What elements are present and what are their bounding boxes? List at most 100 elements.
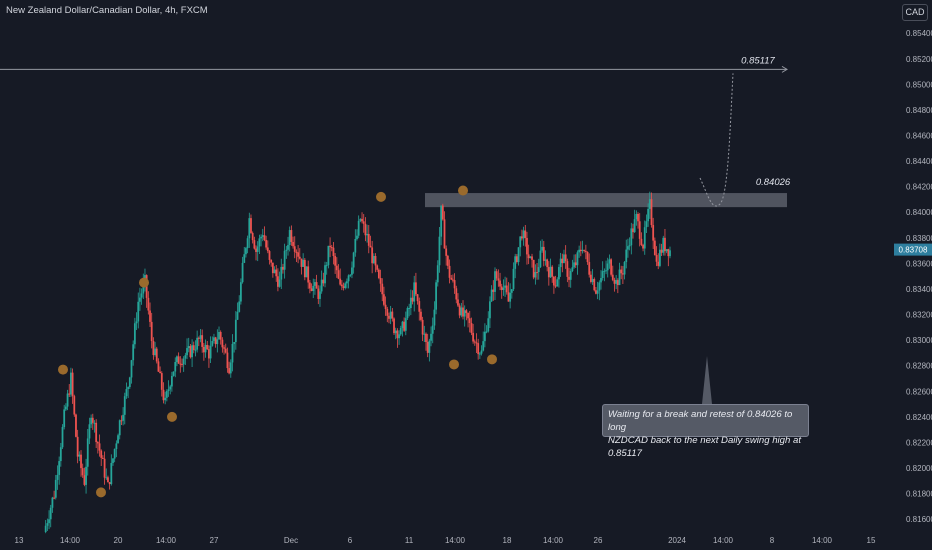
candle-body: [652, 225, 655, 241]
candle-body: [213, 337, 215, 341]
swing-point-marker: [376, 191, 386, 202]
candle-body: [623, 262, 626, 275]
candle-body: [81, 468, 84, 476]
candle-body: [352, 252, 355, 268]
candle-body: [236, 311, 239, 320]
candle-body: [574, 262, 577, 266]
candle-body: [112, 458, 114, 463]
candle-body: [78, 454, 81, 457]
candle-body: [537, 267, 540, 273]
candle-body: [657, 261, 660, 266]
candle-body: [399, 328, 402, 335]
x-tick-label: 27: [210, 536, 219, 545]
candle-body: [246, 238, 249, 249]
candle-body: [371, 247, 374, 264]
candle-body: [322, 279, 325, 284]
candle-body: [356, 235, 358, 239]
candle-body: [58, 461, 61, 475]
candle-body: [71, 372, 74, 397]
currency-button[interactable]: CAD: [902, 4, 928, 21]
candle-body: [507, 292, 510, 302]
candle-body: [170, 375, 173, 387]
candle-body: [564, 254, 567, 262]
candle-body: [660, 249, 663, 253]
candle-body: [665, 249, 668, 252]
candle-body: [354, 238, 357, 253]
candle-body: [480, 350, 483, 354]
candle-body: [118, 420, 121, 436]
candle-body: [431, 325, 434, 334]
current-price-label: 0.83708: [899, 246, 928, 255]
candle-body: [280, 266, 283, 280]
x-tick-label: 18: [503, 536, 512, 545]
candle-body: [509, 292, 512, 302]
candle-body: [219, 331, 222, 340]
candle-body: [630, 228, 633, 246]
candle-body: [638, 221, 641, 239]
candle-body: [349, 274, 352, 276]
candle-body: [277, 276, 279, 287]
candle-body: [586, 251, 589, 263]
candle-body: [113, 449, 116, 459]
candle-body: [44, 525, 47, 532]
resistance-label: 0.84026: [756, 177, 791, 188]
candle-body: [504, 285, 506, 288]
candle-body: [391, 311, 394, 319]
candle-body: [388, 315, 390, 319]
candle-body: [615, 280, 618, 284]
candle-body: [489, 301, 491, 319]
candle-body: [165, 391, 168, 398]
candle-body: [667, 249, 670, 257]
candle-body: [216, 339, 219, 345]
candle-body: [647, 208, 650, 222]
candle-body: [566, 261, 569, 277]
candle-body: [155, 348, 158, 362]
candle-body: [48, 519, 50, 524]
candle-body: [329, 245, 331, 248]
candle-body: [517, 247, 520, 262]
candle-body: [605, 270, 607, 272]
candle-body: [483, 331, 486, 342]
note-line-2: NZDCAD back to the next Daily swing high…: [608, 435, 802, 459]
candle-body: [465, 310, 468, 313]
candle-body: [297, 252, 300, 257]
candle-body: [477, 343, 480, 355]
candle-body: [648, 199, 651, 209]
x-tick-label: 8: [770, 536, 775, 545]
candle-body: [581, 249, 584, 252]
candle-body: [105, 477, 108, 479]
candle-body: [347, 275, 350, 282]
candle-body: [362, 221, 365, 224]
candle-body: [125, 389, 128, 397]
candle-body: [64, 406, 67, 410]
candle-body: [558, 267, 560, 280]
candle-body: [302, 259, 305, 267]
candle-body: [310, 288, 313, 291]
swing-point-marker: [58, 364, 68, 375]
x-tick-label: 14:00: [713, 536, 734, 545]
candle-body: [197, 337, 200, 339]
candle-body: [620, 269, 623, 274]
candle-body: [625, 249, 628, 263]
candle-body: [470, 323, 473, 333]
candle-body: [455, 288, 458, 300]
candle-body: [305, 266, 308, 278]
candle-body: [579, 249, 582, 252]
candle-body: [130, 360, 133, 378]
candle-body: [251, 232, 254, 241]
candle-body: [463, 310, 466, 317]
candle-body: [63, 409, 66, 428]
candle-body: [645, 221, 648, 228]
candle-body: [266, 247, 269, 252]
candle-body: [56, 474, 59, 480]
candle-body: [642, 244, 644, 249]
candle-body: [285, 249, 288, 251]
candle-body: [263, 235, 266, 241]
candle-body: [261, 235, 264, 237]
candle-body: [578, 249, 581, 253]
candle-body: [633, 219, 636, 233]
